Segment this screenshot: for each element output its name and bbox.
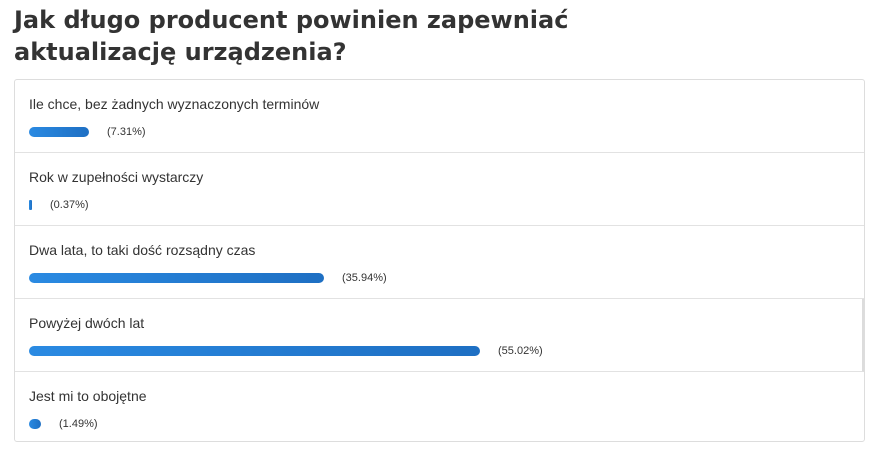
poll-option-bar xyxy=(29,273,324,283)
poll-option-label: Powyżej dwóch lat xyxy=(29,315,145,331)
poll-option-percent: (7.31%) xyxy=(107,126,146,138)
poll-option-percent: (0.37%) xyxy=(50,199,89,211)
poll-option-percent: (1.49%) xyxy=(59,418,98,430)
poll-option-label: Dwa lata, to taki dość rozsądny czas xyxy=(29,242,256,258)
poll-option-percent: (35.94%) xyxy=(342,272,387,284)
poll-option: Powyżej dwóch lat (55.02%) xyxy=(15,299,864,372)
poll-option-bar xyxy=(29,419,41,429)
poll-option-bar xyxy=(29,127,89,137)
poll-results: Ile chce, bez żadnych wyznaczonych termi… xyxy=(14,79,865,442)
poll-option-label: Rok w zupełności wystarczy xyxy=(29,169,204,185)
poll-option: Rok w zupełności wystarczy (0.37%) xyxy=(15,153,864,226)
poll-option-percent: (55.02%) xyxy=(498,345,543,357)
poll-option: Jest mi to obojętne (1.49%) xyxy=(15,372,864,445)
poll-option-label: Ile chce, bez żadnych wyznaczonych termi… xyxy=(29,96,320,112)
poll-option: Dwa lata, to taki dość rozsądny czas (35… xyxy=(15,226,864,299)
poll-option: Ile chce, bez żadnych wyznaczonych termi… xyxy=(15,80,864,153)
poll-option-bar xyxy=(29,200,32,210)
poll-option-label: Jest mi to obojętne xyxy=(29,388,147,404)
poll-title: Jak długo producent powinien zapewniać a… xyxy=(14,6,569,66)
poll-option-bar xyxy=(29,346,480,356)
